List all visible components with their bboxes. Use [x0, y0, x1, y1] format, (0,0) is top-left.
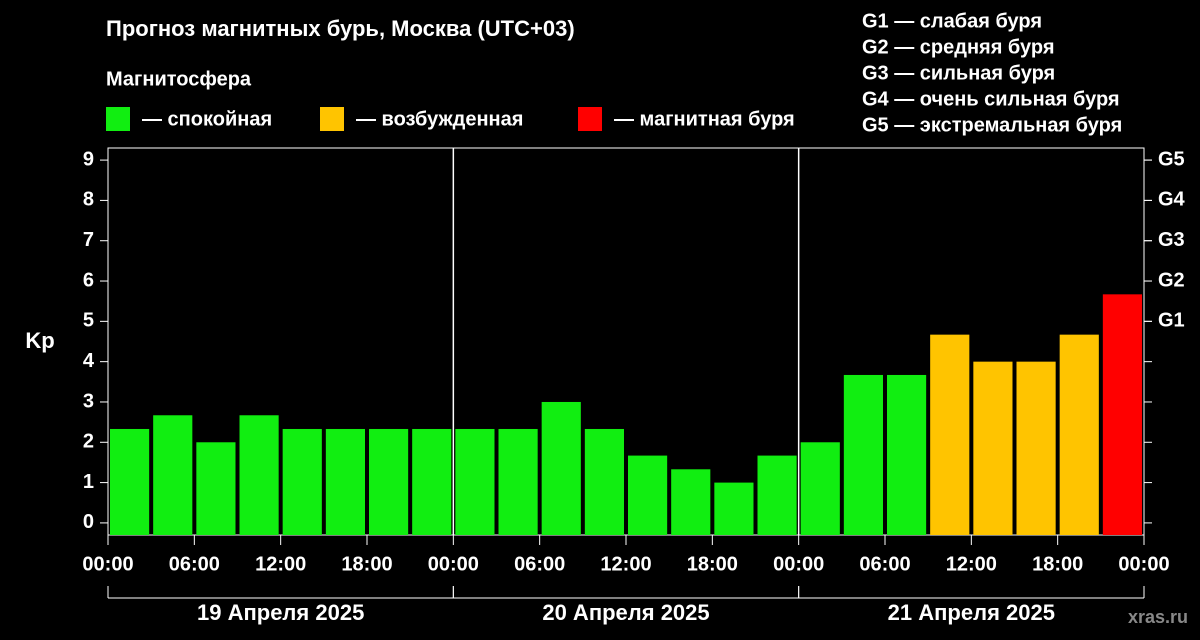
- y2-tick-label: G3: [1158, 229, 1185, 251]
- x-tick-label: 06:00: [169, 553, 220, 575]
- bar: [325, 428, 365, 535]
- day-label: 19 Апреля 2025: [197, 600, 364, 625]
- bar: [282, 428, 322, 535]
- y-axis-label: Kp: [25, 328, 54, 353]
- y-tick-label: 9: [83, 148, 94, 170]
- y-tick-label: 5: [83, 310, 94, 332]
- x-tick-label: 12:00: [600, 553, 651, 575]
- x-tick-label: 00:00: [1118, 553, 1169, 575]
- y-tick-label: 0: [83, 511, 94, 533]
- storm-level: G2 — средняя буря: [862, 36, 1055, 58]
- bar: [584, 428, 624, 535]
- x-tick-label: 18:00: [341, 553, 392, 575]
- x-tick-label: 18:00: [687, 553, 738, 575]
- watermark: xras.ru: [1128, 607, 1188, 627]
- bar: [153, 415, 193, 535]
- storm-level: G1 — слабая буря: [862, 10, 1042, 32]
- bar: [412, 428, 452, 535]
- bar: [930, 334, 970, 535]
- bar: [1016, 361, 1056, 535]
- y2-tick-label: G2: [1158, 269, 1185, 291]
- bar: [714, 482, 754, 535]
- y2-tick-label: G1: [1158, 310, 1185, 332]
- y2-tick-label: G4: [1158, 189, 1186, 211]
- storm-level: G5 — экстремальная буря: [862, 114, 1122, 136]
- bar: [843, 374, 883, 535]
- bar: [800, 442, 840, 535]
- storm-level: G4 — очень сильная буря: [862, 88, 1120, 110]
- bar: [1059, 334, 1099, 535]
- bar: [369, 428, 409, 535]
- y-tick-label: 2: [83, 431, 94, 453]
- chart-title: Прогноз магнитных бурь, Москва (UTC+03): [106, 16, 575, 41]
- y-tick-label: 7: [83, 229, 94, 251]
- storm-level: G3 — сильная буря: [862, 62, 1055, 84]
- x-tick-label: 12:00: [255, 553, 306, 575]
- legend-swatch: [320, 107, 344, 131]
- bar: [498, 428, 538, 535]
- x-tick-label: 00:00: [773, 553, 824, 575]
- x-tick-label: 06:00: [859, 553, 910, 575]
- legend-swatch: [106, 107, 130, 131]
- y-tick-label: 3: [83, 390, 94, 412]
- x-tick-label: 18:00: [1032, 553, 1083, 575]
- legend-label: — магнитная буря: [614, 108, 795, 130]
- x-tick-label: 06:00: [514, 553, 565, 575]
- bar: [973, 361, 1013, 535]
- bar: [887, 374, 927, 535]
- y-tick-label: 6: [83, 269, 94, 291]
- y-tick-label: 4: [83, 350, 95, 372]
- y-tick-label: 1: [83, 471, 94, 493]
- legend-label: — возбужденная: [356, 108, 523, 130]
- x-tick-label: 00:00: [82, 553, 133, 575]
- bar: [541, 401, 581, 535]
- bar: [757, 455, 797, 535]
- day-label: 21 Апреля 2025: [888, 600, 1055, 625]
- legend-label: — спокойная: [142, 108, 272, 130]
- bar: [196, 442, 236, 535]
- x-tick-label: 00:00: [428, 553, 479, 575]
- x-tick-label: 12:00: [946, 553, 997, 575]
- bar: [239, 415, 279, 535]
- chart-subtitle: Магнитосфера: [106, 68, 252, 90]
- bar: [1102, 294, 1142, 535]
- legend-swatch: [578, 107, 602, 131]
- bar: [628, 455, 668, 535]
- bar: [671, 469, 711, 535]
- bar: [455, 428, 495, 535]
- bar: [110, 428, 150, 535]
- y-tick-label: 8: [83, 189, 94, 211]
- day-label: 20 Апреля 2025: [542, 600, 709, 625]
- y2-tick-label: G5: [1158, 148, 1185, 170]
